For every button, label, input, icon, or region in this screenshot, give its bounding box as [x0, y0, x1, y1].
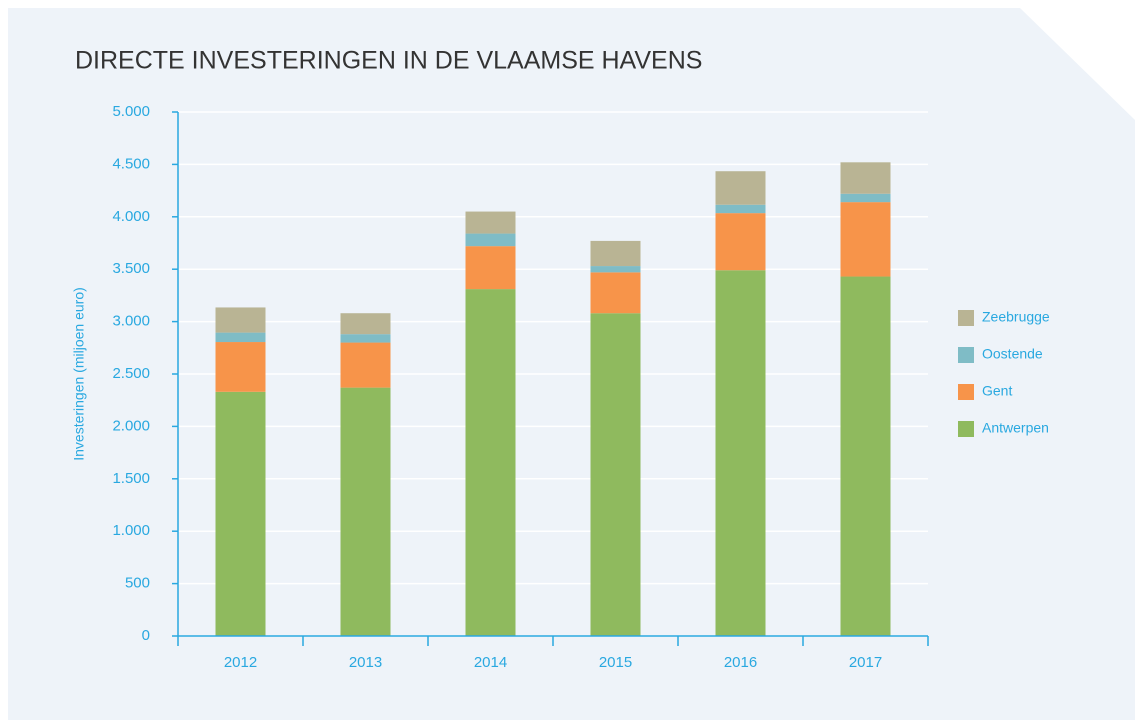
y-tick-label: 500 — [125, 575, 150, 592]
bar-segment — [215, 391, 266, 636]
x-tick-label: 2016 — [724, 654, 757, 671]
bar-segment — [715, 270, 766, 636]
bar-segment — [340, 334, 391, 343]
y-tick-label: 4.500 — [112, 155, 150, 172]
bar-segment — [590, 240, 641, 267]
bar-segment — [465, 289, 516, 636]
bar-segment — [715, 171, 766, 205]
y-tick-label: 2.500 — [112, 365, 150, 382]
bar-segment — [340, 313, 391, 335]
y-tick-label: 3.000 — [112, 313, 150, 330]
bar-segment — [340, 342, 391, 388]
bar-segment — [715, 204, 766, 214]
legend-swatch — [958, 347, 974, 363]
bar-segment — [215, 307, 266, 333]
x-tick-label: 2013 — [349, 654, 382, 671]
legend-label: Antwerpen — [982, 420, 1049, 436]
bar-segment — [215, 342, 266, 392]
bar-segment — [840, 162, 891, 194]
y-axis-label: Investeringen (miljoen euro) — [71, 287, 87, 461]
bar-segment — [840, 193, 891, 203]
bar-segment — [465, 233, 516, 247]
bar-segment — [840, 276, 891, 636]
bar-segment — [465, 246, 516, 290]
y-tick-label: 1.000 — [112, 522, 150, 539]
y-tick-label: 4.000 — [112, 208, 150, 225]
y-tick-label: 2.000 — [112, 417, 150, 434]
legend-swatch — [958, 384, 974, 400]
legend-swatch — [958, 310, 974, 326]
legend-label: Zeebrugge — [982, 309, 1050, 325]
bar-segment — [590, 313, 641, 636]
bar-segment — [590, 272, 641, 314]
y-tick-label: 1.500 — [112, 470, 150, 487]
bar-segment — [340, 387, 391, 636]
chart-title: DIRECTE INVESTERINGEN IN DE VLAAMSE HAVE… — [75, 47, 702, 75]
legend-label: Gent — [982, 383, 1012, 399]
x-tick-label: 2014 — [474, 654, 507, 671]
bar-segment — [215, 332, 266, 343]
legend-swatch — [958, 421, 974, 437]
bar-segment — [590, 266, 641, 273]
bar-segment — [840, 202, 891, 277]
x-tick-label: 2017 — [849, 654, 882, 671]
panel — [8, 8, 1135, 720]
bar-segment — [715, 213, 766, 271]
y-tick-label: 3.500 — [112, 260, 150, 277]
y-tick-label: 0 — [142, 627, 150, 644]
x-tick-label: 2012 — [224, 654, 257, 671]
bar-segment — [465, 211, 516, 234]
legend-label: Oostende — [982, 346, 1043, 362]
y-tick-label: 5.000 — [112, 103, 150, 120]
x-tick-label: 2015 — [599, 654, 632, 671]
